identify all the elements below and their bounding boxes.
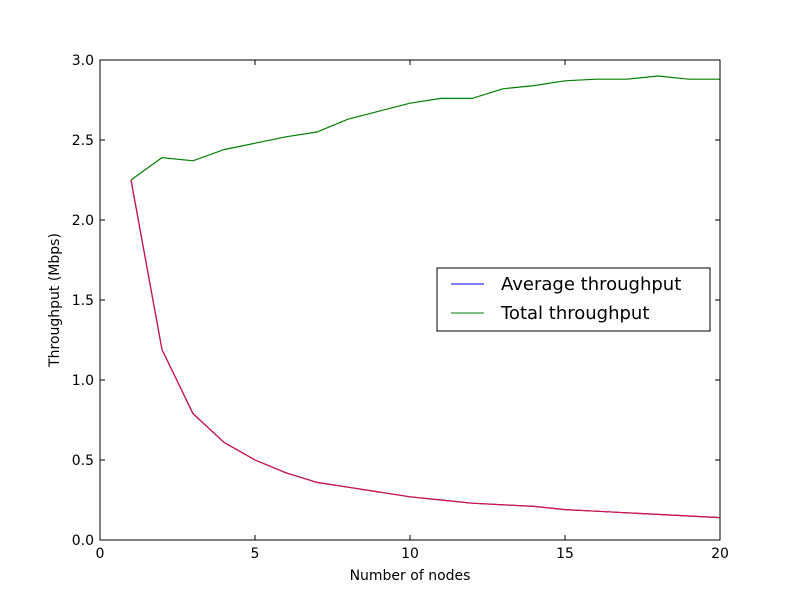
y-tick-label: 2.0: [72, 213, 94, 229]
y-tick-label: 1.0: [72, 373, 94, 389]
x-tick-label: 5: [251, 546, 260, 562]
legend-label-average-throughput: Average throughput: [501, 274, 681, 295]
x-tick-label: 0: [96, 546, 105, 562]
y-tick-label: 1.5: [72, 293, 94, 309]
legend: Average throughput Total throughput: [436, 267, 711, 332]
series-layer: [130, 75, 721, 519]
y-tick-label: 3.0: [72, 53, 94, 69]
series-line-total-throughput: [130, 75, 720, 181]
plot-frame: [99, 59, 721, 541]
y-axis-label: Throughput (Mbps): [47, 233, 63, 368]
y-tick-label: 0.0: [72, 533, 94, 549]
series-line-overlay: [130, 179, 721, 519]
x-tick-label: 20: [711, 546, 729, 562]
x-axis-label: Number of nodes: [350, 568, 471, 584]
legend-label-total-throughput: Total throughput: [500, 303, 649, 324]
legend-box: [436, 267, 711, 332]
x-tick-label: 15: [556, 546, 574, 562]
y-tick-label: 2.5: [72, 133, 94, 149]
x-tick-label: 10: [401, 546, 419, 562]
y-tick-label: 0.5: [72, 453, 94, 469]
